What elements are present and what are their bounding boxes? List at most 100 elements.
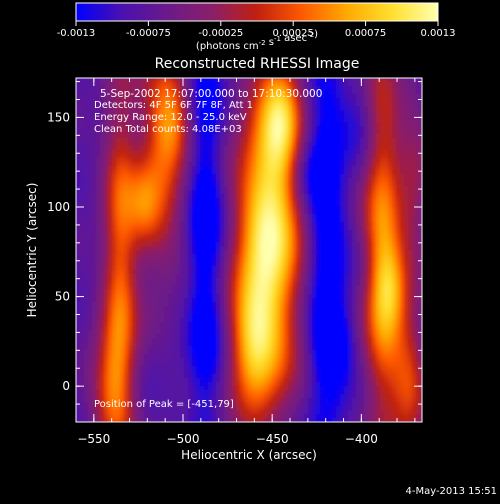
heatmap-cell [140, 154, 145, 159]
heatmap-cell [276, 234, 281, 239]
heatmap-cell [124, 194, 129, 199]
heatmap-cell [92, 226, 97, 231]
heatmap-cell [364, 238, 369, 243]
heatmap-cell [120, 218, 125, 223]
heatmap-cell [280, 218, 285, 223]
heatmap-cell [220, 138, 225, 143]
heatmap-cell [308, 278, 313, 283]
heatmap-cell [292, 246, 297, 251]
heatmap-cell [412, 102, 417, 107]
heatmap-cell [348, 138, 353, 143]
heatmap-cell [76, 238, 81, 243]
heatmap-cell [292, 294, 297, 299]
heatmap-cell [104, 82, 109, 87]
heatmap-cell [204, 226, 209, 231]
heatmap-cell [380, 82, 385, 87]
heatmap-cell [212, 166, 217, 171]
heatmap-cell [76, 126, 81, 131]
heatmap-cell [136, 270, 141, 275]
heatmap-cell [120, 306, 125, 311]
heatmap-cell [192, 150, 197, 155]
heatmap-cell [304, 174, 309, 179]
heatmap-cell [400, 126, 405, 131]
heatmap-cell [116, 302, 121, 307]
heatmap-cell [368, 98, 373, 103]
heatmap-cell [348, 186, 353, 191]
heatmap-cell [264, 182, 269, 187]
heatmap-cell [292, 170, 297, 175]
heatmap-cell [336, 86, 341, 91]
heatmap-cell [208, 278, 213, 283]
heatmap-cell [296, 162, 301, 167]
heatmap-cell [296, 190, 301, 195]
heatmap-cell [388, 210, 393, 215]
heatmap-cell [308, 154, 313, 159]
heatmap-cell [256, 218, 261, 223]
heatmap-cell [336, 154, 341, 159]
heatmap-cell [152, 158, 157, 163]
heatmap-cell [80, 102, 85, 107]
heatmap-cell [280, 290, 285, 295]
heatmap-cell [136, 182, 141, 187]
heatmap-cell [364, 78, 369, 83]
heatmap-cell [88, 294, 93, 299]
heatmap-cell [184, 254, 189, 259]
heatmap-cell [88, 302, 93, 307]
heatmap-cell [232, 206, 237, 211]
heatmap-cell [380, 258, 385, 263]
heatmap-cell [180, 138, 185, 143]
heatmap-cell [332, 114, 337, 119]
heatmap-cell [248, 262, 253, 267]
heatmap-cell [256, 230, 261, 235]
heatmap-cell [136, 278, 141, 283]
heatmap-cell [380, 86, 385, 91]
heatmap-cell [392, 298, 397, 303]
heatmap-cell [132, 78, 137, 83]
heatmap-cell [268, 122, 273, 127]
heatmap-cell [368, 190, 373, 195]
heatmap-cell [96, 266, 101, 271]
heatmap-cell [96, 302, 101, 307]
heatmap-cell [392, 94, 397, 99]
heatmap-cell [168, 238, 173, 243]
heatmap-cell [300, 266, 305, 271]
heatmap-cell [212, 226, 217, 231]
heatmap-cell [364, 130, 369, 135]
heatmap-cell [120, 166, 125, 171]
heatmap-cell [308, 182, 313, 187]
heatmap-cell [408, 182, 413, 187]
heatmap-cell [404, 222, 409, 227]
heatmap-cell [172, 246, 177, 251]
heatmap-cell [316, 298, 321, 303]
heatmap-cell [364, 266, 369, 271]
heatmap-cell [408, 202, 413, 207]
heatmap-cell [284, 118, 289, 123]
heatmap-cell [124, 290, 129, 295]
heatmap-cell [344, 190, 349, 195]
heatmap-cell [208, 298, 213, 303]
heatmap-cell [276, 266, 281, 271]
heatmap-cell [184, 286, 189, 291]
heatmap-cell [408, 226, 413, 231]
heatmap-cell [348, 206, 353, 211]
heatmap-cell [200, 178, 205, 183]
heatmap-cell [276, 274, 281, 279]
heatmap-cell [308, 150, 313, 155]
heatmap-cell [316, 146, 321, 151]
heatmap-cell [148, 178, 153, 183]
heatmap-cell [252, 246, 257, 251]
heatmap-cell [108, 306, 113, 311]
heatmap-cell [188, 250, 193, 255]
heatmap-cell [288, 222, 293, 227]
heatmap-cell [280, 230, 285, 235]
heatmap-cell [316, 230, 321, 235]
heatmap-cell [388, 270, 393, 275]
heatmap-cell [240, 246, 245, 251]
heatmap-cell [312, 142, 317, 147]
heatmap-cell [344, 154, 349, 159]
heatmap-cell [232, 82, 237, 87]
heatmap-cell [232, 210, 237, 215]
heatmap-cell [232, 178, 237, 183]
heatmap-cell [304, 230, 309, 235]
heatmap-cell [324, 178, 329, 183]
